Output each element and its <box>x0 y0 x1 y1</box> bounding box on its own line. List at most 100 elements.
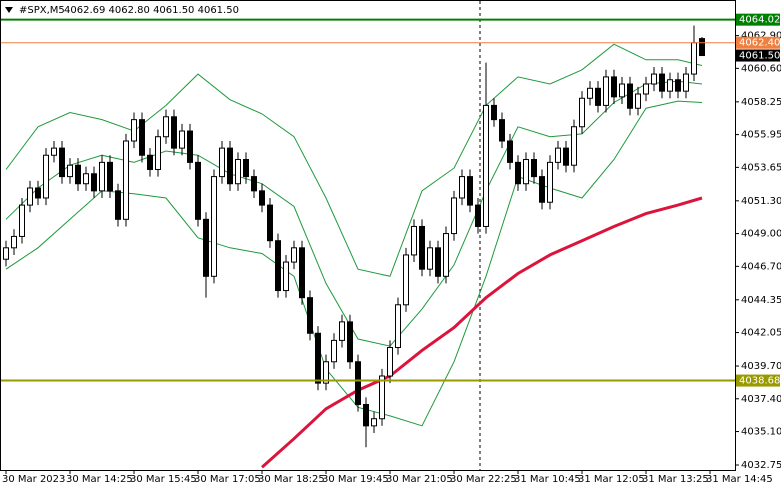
y-tick-label: 4037.40 <box>741 394 781 405</box>
candle-body <box>451 197 457 235</box>
candle-body <box>379 375 385 420</box>
candle-body <box>243 159 249 178</box>
indicator-line <box>5 43 703 277</box>
candle-body <box>395 304 401 349</box>
candle-body <box>219 147 225 178</box>
candle-body <box>259 190 265 206</box>
x-tick-label: 31 Mar 10:45 <box>514 474 581 485</box>
candle-body <box>603 76 609 106</box>
candle-body <box>107 161 113 192</box>
candle-body <box>371 418 377 427</box>
x-tick-label: 30 Mar 22:25 <box>450 474 517 485</box>
indicator-line <box>261 196 703 469</box>
y-tick-label: 4053.65 <box>741 162 781 173</box>
candle-body <box>347 321 353 363</box>
price-label-box <box>736 49 780 62</box>
candle-body <box>459 176 465 199</box>
candle-body <box>3 247 9 260</box>
candle-body <box>187 130 193 163</box>
candle-body <box>203 218 209 277</box>
candle-body <box>195 161 201 220</box>
candle-body <box>563 147 569 166</box>
candle-body <box>611 76 617 98</box>
candle-body <box>323 361 329 384</box>
y-tick-label: 4044.35 <box>741 295 781 306</box>
candle-body <box>27 187 33 206</box>
candle-body <box>307 297 313 334</box>
x-tick-label: 30 Mar 2023 <box>2 474 65 485</box>
candle-body <box>699 38 705 57</box>
candle-body <box>267 204 273 242</box>
candle-body <box>291 247 297 263</box>
candle-body <box>643 83 649 95</box>
candle-body <box>523 159 529 185</box>
candle-body <box>571 126 577 166</box>
x-tick-label: 31 Mar 12:05 <box>578 474 645 485</box>
candle-body <box>59 147 65 178</box>
menu-icon[interactable] <box>5 7 13 13</box>
candle-body <box>35 187 41 199</box>
candle-body <box>691 42 697 75</box>
candle-body <box>539 176 545 203</box>
candle-body <box>579 97 585 128</box>
candle-body <box>179 130 185 149</box>
y-tick-label: 4046.70 <box>741 261 781 272</box>
candle-body <box>635 93 641 109</box>
y-tick-label: 4049.00 <box>741 229 781 240</box>
quote: 4062.69 4062.80 4061.50 4061.50 <box>64 5 239 16</box>
candle-body <box>651 73 657 85</box>
candle-body <box>51 147 57 156</box>
candle-body <box>11 235 17 249</box>
x-tick-label: 30 Mar 15:45 <box>130 474 197 485</box>
candle-body <box>339 321 345 341</box>
level-label-box <box>736 36 780 49</box>
candle-body <box>227 147 233 185</box>
plot-frame <box>0 0 736 471</box>
candle-body <box>67 164 73 178</box>
level-label: 4064.02 <box>739 15 780 26</box>
y-tick-label: 4042.05 <box>741 328 781 339</box>
candle-body <box>675 79 681 92</box>
candle-body <box>19 204 25 237</box>
candle-body <box>619 83 625 98</box>
candle-body <box>507 140 513 163</box>
y-tick-label: 4035.10 <box>741 427 781 438</box>
candle-body <box>547 161 553 203</box>
candle-body <box>531 159 537 178</box>
candle-body <box>587 87 593 99</box>
candle-body <box>275 240 281 292</box>
y-tick-label: 4055.95 <box>741 130 781 141</box>
level-label-box <box>736 13 780 26</box>
candle-body <box>483 104 489 227</box>
x-tick-label: 30 Mar 21:05 <box>386 474 453 485</box>
x-tick-label: 30 Mar 17:05 <box>194 474 261 485</box>
level-label: 4038.68 <box>739 376 780 387</box>
x-tick-label: 30 Mar 19:45 <box>322 474 389 485</box>
candle-body <box>387 347 393 377</box>
candle-body <box>499 119 505 142</box>
price-label: 4061.50 <box>739 51 780 62</box>
candle-body <box>443 233 449 277</box>
candle-body <box>43 154 49 199</box>
candle-body <box>123 140 129 220</box>
candle-body <box>435 247 441 277</box>
y-tick-label: 4062.90 <box>741 31 781 42</box>
candle-body <box>427 247 433 270</box>
candle-body <box>155 136 161 170</box>
y-tick-label: 4060.60 <box>741 63 781 74</box>
candle-body <box>75 164 81 185</box>
candle-body <box>403 254 409 306</box>
candle-body <box>163 116 169 138</box>
level-label: 4062.40 <box>739 38 780 49</box>
candle-body <box>667 79 673 92</box>
y-tick-label: 4051.30 <box>741 196 781 207</box>
candle-body <box>315 332 321 384</box>
candle-body <box>115 190 121 220</box>
candle-body <box>363 403 369 427</box>
candle-body <box>411 225 417 256</box>
candle-body <box>99 161 105 192</box>
symbol: #SPX,M5 <box>19 5 65 16</box>
candle-body <box>419 225 425 270</box>
x-tick-label: 31 Mar 14:45 <box>706 474 773 485</box>
